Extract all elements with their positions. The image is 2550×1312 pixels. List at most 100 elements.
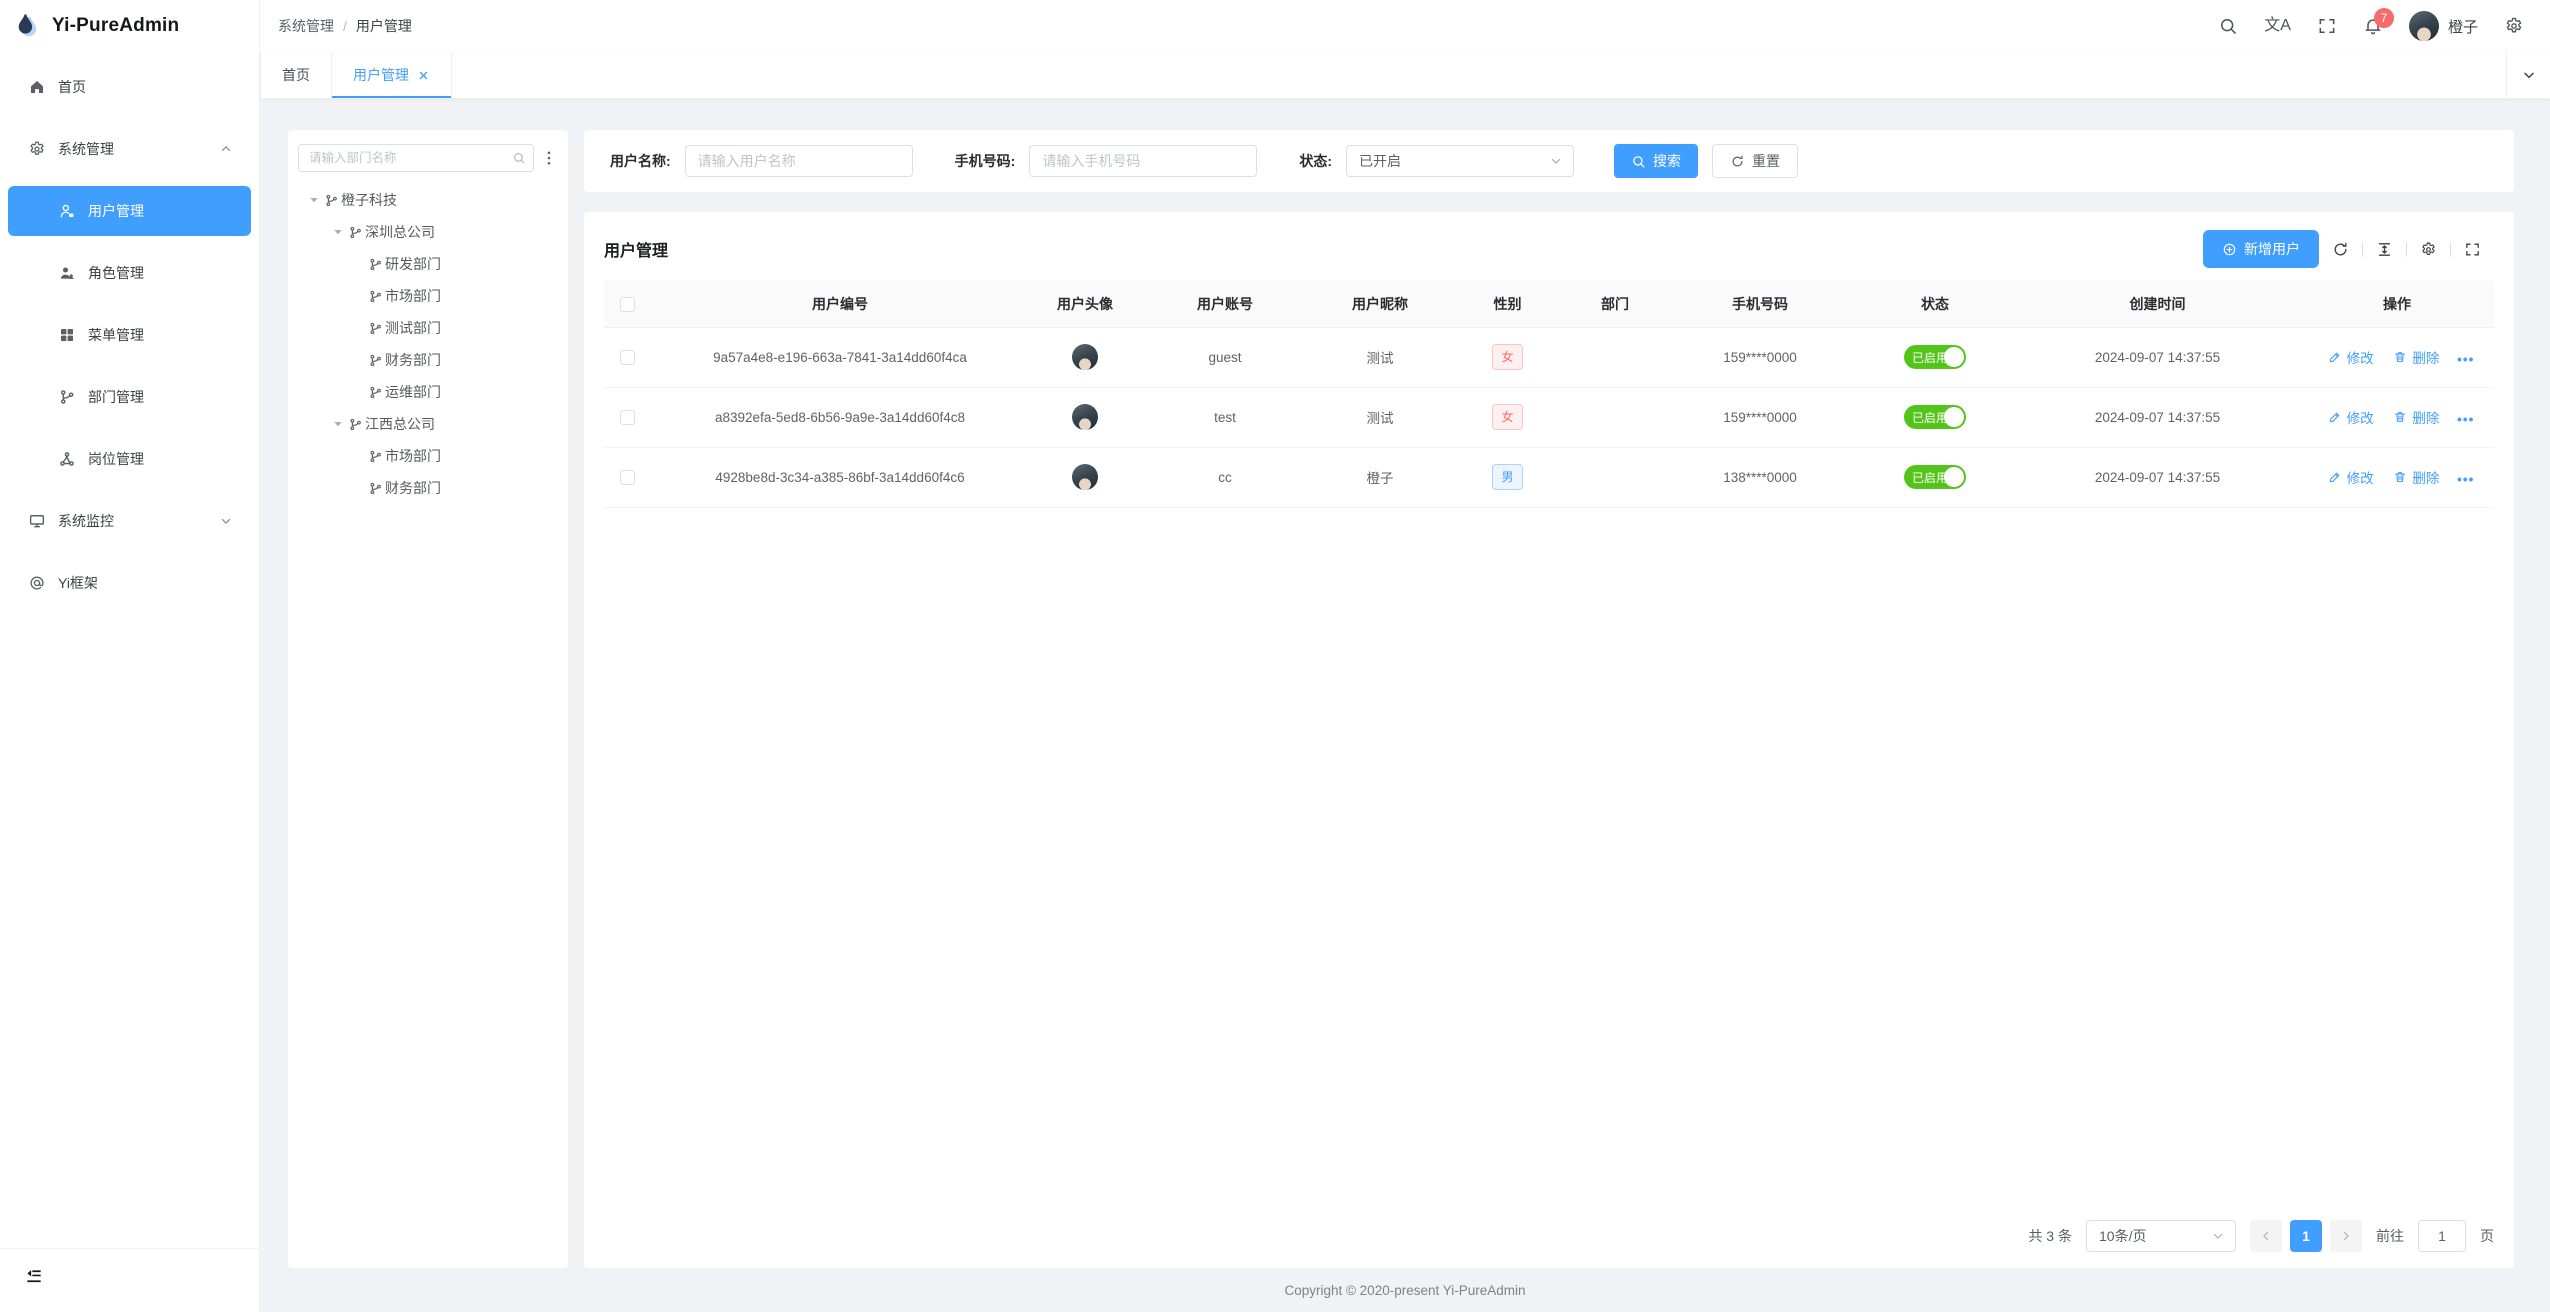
tabs-dropdown-button[interactable] (2506, 52, 2550, 98)
sidebar-item-system-management[interactable]: 系统管理 (8, 124, 251, 174)
more-actions-button[interactable]: ••• (2457, 472, 2475, 487)
breadcrumb-item[interactable]: 系统管理 (278, 18, 334, 34)
dept-cell (1565, 387, 1665, 448)
status-filter-select[interactable]: 已开启 (1346, 145, 1575, 177)
status-switch[interactable]: 已启用 (1904, 405, 1966, 429)
table-header-row: 用户编号 用户头像 用户账号 用户昵称 性别 部门 手机号码 状态 创建时间 操作 (604, 281, 2494, 328)
close-icon[interactable] (417, 69, 430, 82)
caret-down-icon[interactable] (330, 224, 346, 240)
status-filter-value: 已开启 (1359, 153, 1402, 169)
search-icon (1633, 155, 1645, 167)
tree-node[interactable]: 测试部门 (298, 312, 558, 344)
user-avatar (1072, 464, 1098, 490)
density-icon[interactable] (2376, 241, 2393, 258)
sidebar-item-label: Yi框架 (58, 575, 98, 591)
search-button[interactable]: 搜索 (1614, 144, 1699, 178)
table-fullscreen-icon[interactable] (2464, 241, 2481, 258)
translate-icon[interactable]: 文A (2264, 17, 2291, 34)
delete-button[interactable]: 删除 (2393, 407, 2439, 427)
edit-label: 修改 (2346, 471, 2374, 486)
sidebar-item-dept-management[interactable]: 部门管理 (8, 372, 251, 422)
row-checkbox[interactable] (619, 409, 635, 425)
page-number-button[interactable]: 1 (2290, 1220, 2322, 1252)
select-all-checkbox[interactable] (619, 297, 635, 313)
caret-down-icon[interactable] (306, 192, 322, 208)
user-lock-icon (58, 202, 76, 220)
avatar-cell (1030, 447, 1140, 508)
tree-node[interactable]: 市场部门 (298, 440, 558, 472)
fullscreen-icon[interactable] (2317, 16, 2337, 36)
add-user-button[interactable]: 新增用户 (2203, 230, 2319, 268)
tabbar: 首页 用户管理 (260, 52, 2550, 99)
row-checkbox[interactable] (619, 349, 635, 365)
sidebar-item-role-management[interactable]: 角色管理 (8, 248, 251, 298)
tree-node[interactable]: 深圳总公司 (298, 216, 558, 248)
edit-button[interactable]: 修改 (2328, 347, 2374, 367)
switch-knob (1944, 467, 1964, 487)
tree-node-label: 研发部门 (385, 256, 441, 272)
edit-button[interactable]: 修改 (2328, 467, 2374, 487)
refresh-icon[interactable] (2332, 241, 2349, 258)
branch-icon (368, 257, 383, 272)
branch-icon (58, 388, 76, 406)
tree-node[interactable]: 财务部门 (298, 472, 558, 504)
delete-label: 删除 (2412, 411, 2440, 426)
branch-icon (368, 353, 383, 368)
settings-gear-icon[interactable] (2504, 16, 2524, 36)
search-icon[interactable] (2218, 16, 2238, 36)
phone-filter-input[interactable] (1029, 145, 1258, 177)
page-size-select[interactable]: 10条/页 (2086, 1220, 2236, 1252)
tab-home[interactable]: 首页 (260, 52, 332, 98)
goto-page-input[interactable] (2418, 1220, 2466, 1252)
delete-button[interactable]: 删除 (2393, 347, 2439, 367)
tree-node[interactable]: 研发部门 (298, 248, 558, 280)
user-menu[interactable]: 橙子 (2408, 11, 2478, 41)
next-page-button[interactable] (2330, 1220, 2362, 1252)
edit-button[interactable]: 修改 (2328, 407, 2374, 427)
sidebar-item-post-management[interactable]: 岗位管理 (8, 434, 251, 484)
switch-knob (1944, 347, 1964, 367)
tree-node-label: 市场部门 (385, 288, 441, 304)
card-tools: 新增用户 (2203, 230, 2494, 268)
home-icon (28, 78, 46, 96)
username-filter-input[interactable] (684, 145, 913, 177)
sidebar-item-home[interactable]: 首页 (8, 62, 251, 112)
search-icon (512, 151, 526, 165)
column-header: 用户账号 (1140, 281, 1310, 328)
sidebar-item-system-monitor[interactable]: 系统监控 (8, 496, 251, 546)
sidebar-item-yi-framework[interactable]: Yi框架 (8, 558, 251, 608)
column-header: 用户编号 (650, 281, 1030, 328)
account-cell: cc (1140, 447, 1310, 508)
sidebar-item-user-management[interactable]: 用户管理 (8, 186, 251, 236)
tree-node[interactable]: 橙子科技 (298, 184, 558, 216)
column-settings-gear-icon[interactable] (2420, 241, 2437, 258)
status-switch-label: 已启用 (1912, 470, 1949, 485)
delete-button[interactable]: 删除 (2393, 467, 2439, 487)
edit-label: 修改 (2346, 411, 2374, 426)
status-switch[interactable]: 已启用 (1904, 465, 1966, 489)
prev-page-button[interactable] (2250, 1220, 2282, 1252)
notifications-button[interactable]: 7 (2363, 8, 2394, 36)
notification-badge: 7 (2373, 8, 2394, 28)
sidebar-item-menu-management[interactable]: 菜单管理 (8, 310, 251, 360)
tree-node[interactable]: 财务部门 (298, 344, 558, 376)
column-header: 用户头像 (1030, 281, 1140, 328)
collapse-sidebar-icon[interactable] (24, 1265, 259, 1285)
tree-node[interactable]: 运维部门 (298, 376, 558, 408)
dept-search-input[interactable] (298, 144, 534, 172)
more-vertical-icon[interactable] (540, 149, 558, 167)
tree-node[interactable]: 江西总公司 (298, 408, 558, 440)
gear-icon (28, 140, 46, 158)
row-checkbox[interactable] (619, 469, 635, 485)
app-logo[interactable]: Yi-PureAdmin (0, 0, 259, 52)
caret-down-icon[interactable] (330, 416, 346, 432)
status-switch[interactable]: 已启用 (1904, 345, 1966, 369)
reset-button[interactable]: 重置 (1712, 144, 1799, 178)
more-actions-button[interactable]: ••• (2457, 352, 2475, 367)
switch-knob (1944, 407, 1964, 427)
tree-node[interactable]: 市场部门 (298, 280, 558, 312)
more-actions-button[interactable]: ••• (2457, 412, 2475, 427)
table-row: 4928be8d-3c34-a385-86bf-3a14dd60f4c6 cc … (604, 447, 2494, 508)
tab-user-management[interactable]: 用户管理 (332, 52, 452, 98)
